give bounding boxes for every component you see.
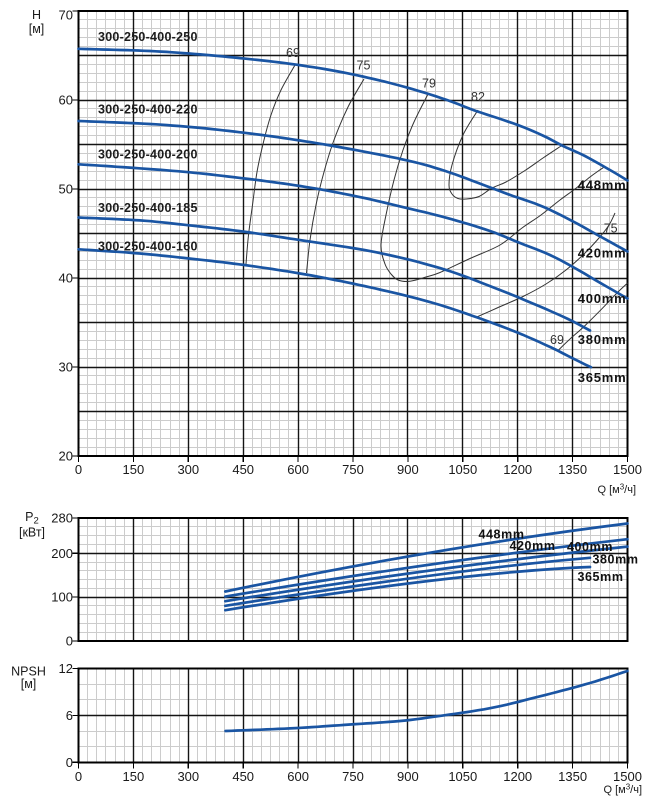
svg-text:1350: 1350 xyxy=(558,462,587,477)
svg-text:380mm: 380mm xyxy=(592,553,638,567)
svg-text:400mm: 400mm xyxy=(578,291,627,306)
svg-text:300: 300 xyxy=(177,769,199,784)
svg-text:365mm: 365mm xyxy=(577,570,623,584)
svg-text:448mm: 448mm xyxy=(578,177,627,192)
svg-text:NPSH: NPSH xyxy=(11,665,46,679)
svg-text:400mm: 400mm xyxy=(567,540,613,554)
svg-text:1200: 1200 xyxy=(503,769,532,784)
svg-text:6: 6 xyxy=(66,708,73,723)
svg-text:750: 750 xyxy=(342,769,364,784)
svg-text:0: 0 xyxy=(66,634,73,649)
svg-text:60: 60 xyxy=(59,93,73,108)
svg-text:20: 20 xyxy=(59,449,73,464)
svg-text:0: 0 xyxy=(66,755,73,770)
svg-text:380mm: 380mm xyxy=(578,332,627,347)
svg-text:280: 280 xyxy=(51,511,73,526)
svg-text:69: 69 xyxy=(286,46,300,60)
svg-text:1200: 1200 xyxy=(503,462,532,477)
svg-text:1500: 1500 xyxy=(613,769,642,784)
svg-text:420mm: 420mm xyxy=(509,539,555,553)
svg-text:300: 300 xyxy=(177,462,199,477)
svg-text:450: 450 xyxy=(232,769,254,784)
svg-text:100: 100 xyxy=(51,590,73,605)
svg-text:1500: 1500 xyxy=(613,462,642,477)
svg-text:40: 40 xyxy=(59,271,73,286)
svg-text:70: 70 xyxy=(59,8,73,23)
svg-text:1050: 1050 xyxy=(448,462,477,477)
svg-text:[м]: [м] xyxy=(29,22,45,36)
svg-text:600: 600 xyxy=(287,462,309,477)
svg-text:[кВт]: [кВт] xyxy=(19,526,45,540)
svg-text:75: 75 xyxy=(357,58,371,72)
svg-text:300-250-400-220: 300-250-400-220 xyxy=(98,103,198,117)
svg-text:0: 0 xyxy=(75,769,82,784)
svg-text:[м]: [м] xyxy=(21,677,37,691)
svg-text:Q [м3/ч]: Q [м3/ч] xyxy=(597,483,636,497)
svg-text:300-250-400-185: 300-250-400-185 xyxy=(98,201,198,215)
svg-text:79: 79 xyxy=(422,76,436,90)
svg-text:H: H xyxy=(32,8,41,22)
svg-text:420mm: 420mm xyxy=(578,246,627,261)
svg-text:30: 30 xyxy=(59,360,73,375)
svg-text:69: 69 xyxy=(550,333,564,347)
svg-text:1050: 1050 xyxy=(448,769,477,784)
svg-text:50: 50 xyxy=(59,182,73,197)
svg-text:1350: 1350 xyxy=(558,769,587,784)
svg-text:365mm: 365mm xyxy=(578,370,627,385)
svg-text:12: 12 xyxy=(59,661,73,676)
svg-text:750: 750 xyxy=(342,462,364,477)
svg-text:200: 200 xyxy=(51,546,73,561)
svg-text:300-250-400-250: 300-250-400-250 xyxy=(98,30,198,44)
svg-text:448mm: 448mm xyxy=(478,527,524,541)
svg-text:450: 450 xyxy=(232,462,254,477)
svg-text:75: 75 xyxy=(604,222,618,236)
svg-text:900: 900 xyxy=(397,462,419,477)
svg-text:300-250-400-160: 300-250-400-160 xyxy=(98,240,198,254)
svg-text:150: 150 xyxy=(123,462,145,477)
svg-text:Q [м3/ч]: Q [м3/ч] xyxy=(603,783,642,797)
svg-text:0: 0 xyxy=(75,462,82,477)
svg-text:600: 600 xyxy=(287,769,309,784)
svg-text:900: 900 xyxy=(397,769,419,784)
svg-text:82: 82 xyxy=(471,90,485,104)
svg-text:150: 150 xyxy=(123,769,145,784)
svg-text:300-250-400-200: 300-250-400-200 xyxy=(98,148,198,162)
